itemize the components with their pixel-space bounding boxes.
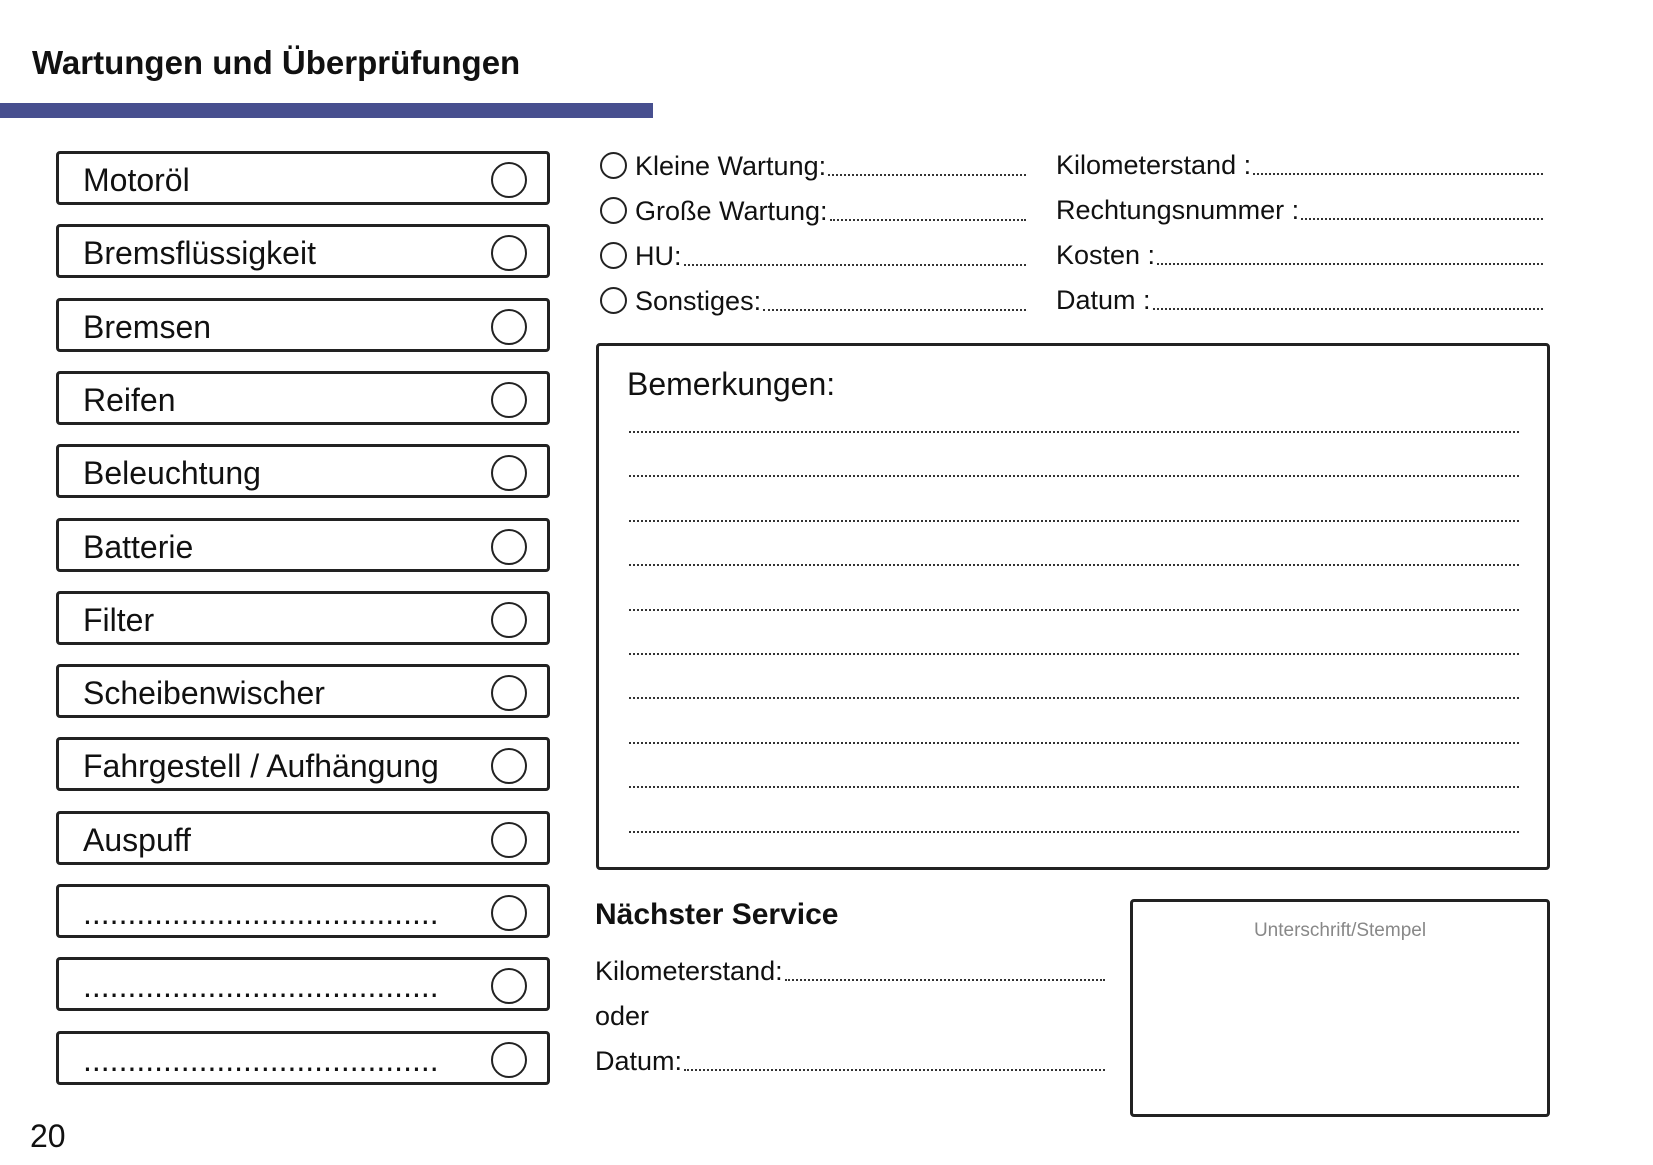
remarks-line [629,653,1519,655]
remarks-line [629,741,1519,744]
checkbox-circle-icon[interactable] [491,601,527,638]
checklist-item-label: Beleuchtung [83,455,261,492]
checklist-item[interactable]: Auspuff [56,810,550,865]
radio-circle-icon[interactable] [600,242,627,269]
remarks-line [629,608,1519,611]
checklist-item-label: Bremsflüssigkeit [83,235,316,272]
checklist-item-label: Auspuff [83,821,191,858]
next-service-or: oder [595,998,649,1032]
next-service-mileage-field[interactable]: Kilometerstand: [595,953,1105,987]
next-service-date-field[interactable]: Datum: [595,1043,1105,1077]
checkbox-circle-icon[interactable] [491,528,527,565]
fill-line [829,219,1026,221]
checklist-item[interactable]: ........................................ [56,1030,550,1085]
checkbox-circle-icon[interactable] [491,235,527,272]
detail-label: Kilometerstand : [1056,150,1252,180]
or-label: oder [595,1001,650,1031]
checkbox-circle-icon[interactable] [491,675,527,712]
checkbox-circle-icon[interactable] [491,748,527,785]
fill-line [684,1069,1105,1071]
fill-line [1253,173,1543,175]
radio-circle-icon[interactable] [600,287,627,314]
next-service-title: Nächster Service [595,898,839,931]
remarks-line [629,519,1519,522]
remarks-line [629,431,1519,433]
remarks-line [629,564,1519,567]
fill-line [1157,263,1543,265]
detail-label: Kosten : [1056,240,1156,270]
checkbox-circle-icon[interactable] [491,381,527,418]
checklist-item-label: Reifen [83,381,176,418]
remarks-line [629,475,1519,478]
page-title: Wartungen und Überprüfungen [32,44,521,81]
detail-label: Rechtungsnummer : [1056,195,1300,225]
fill-line [1152,308,1543,310]
checklist-item-label: Batterie [83,528,194,565]
checklist-item[interactable]: Fahrgestell / Aufhängung [56,737,550,792]
checklist-item[interactable]: Bremsflüssigkeit [56,224,550,279]
checklist-item[interactable]: Batterie [56,517,550,572]
checklist-item-label: Filter [83,601,155,638]
detail-field[interactable]: Datum : [1056,282,1543,316]
page-number: 20 [30,1118,66,1154]
service-type-label: Kleine Wartung: [635,151,827,181]
fill-line [828,174,1026,176]
checklist-item[interactable]: Reifen [56,370,550,425]
checklist-item-label: ........................................ [83,968,439,1005]
header-accent-bar [0,103,653,118]
fill-line [683,264,1026,266]
checklist-item-label: ........................................ [83,1041,439,1078]
checkbox-circle-icon[interactable] [491,162,527,198]
checklist-item[interactable]: ........................................ [56,884,550,938]
checkbox-circle-icon[interactable] [491,895,527,931]
signature-label: Unterschrift/Stempel [1253,920,1427,941]
remarks-title: Bemerkungen: [627,366,836,402]
service-type-label: HU: [635,241,682,271]
checkbox-circle-icon[interactable] [491,968,527,1005]
detail-field[interactable]: Rechtungsnummer : [1056,192,1543,226]
checkbox-circle-icon[interactable] [491,455,527,492]
checklist-item-label: Fahrgestell / Aufhängung [83,748,439,785]
remarks-line [629,697,1519,700]
checklist-item[interactable]: Motoröl [56,151,550,205]
checklist-item[interactable]: Scheibenwischer [56,664,550,719]
service-type-label: Große Wartung: [635,196,828,226]
checklist-item[interactable]: Bremsen [56,297,550,352]
service-type-option[interactable]: Kleine Wartung: [600,148,1026,182]
checklist-item-label: Motoröl [83,162,190,198]
detail-label: Datum : [1056,285,1151,315]
checkbox-circle-icon[interactable] [491,308,527,345]
detail-field[interactable]: Kilometerstand : [1056,147,1543,181]
checkbox-circle-icon[interactable] [491,1041,527,1078]
radio-circle-icon[interactable] [600,197,627,224]
service-type-option[interactable]: Große Wartung: [600,193,1026,227]
fill-line [1301,218,1543,220]
checkbox-circle-icon[interactable] [491,821,527,858]
remarks-line [629,786,1519,789]
service-type-label: Sonstiges: [635,286,762,316]
checklist-item[interactable]: Filter [56,590,550,645]
signature-stamp-box[interactable]: Unterschrift/Stempel [1130,899,1550,1117]
checklist-item[interactable]: Beleuchtung [56,444,550,499]
remarks-box[interactable]: Bemerkungen: [596,343,1550,870]
remarks-line [629,830,1519,833]
detail-field[interactable]: Kosten : [1056,237,1543,271]
checklist-item[interactable]: ........................................ [56,957,550,1012]
checklist-item-label: Scheibenwischer [83,675,325,712]
next-service-mileage-label: Kilometerstand: [595,956,783,986]
next-service-date-label: Datum: [595,1046,683,1076]
service-type-option[interactable]: HU: [600,238,1026,272]
fill-line [763,309,1026,311]
checklist-item-label: Bremsen [83,308,212,345]
checklist-item-label: ........................................ [83,895,439,931]
fill-line [784,979,1105,981]
radio-circle-icon[interactable] [600,152,627,179]
service-type-option[interactable]: Sonstiges: [600,283,1026,317]
